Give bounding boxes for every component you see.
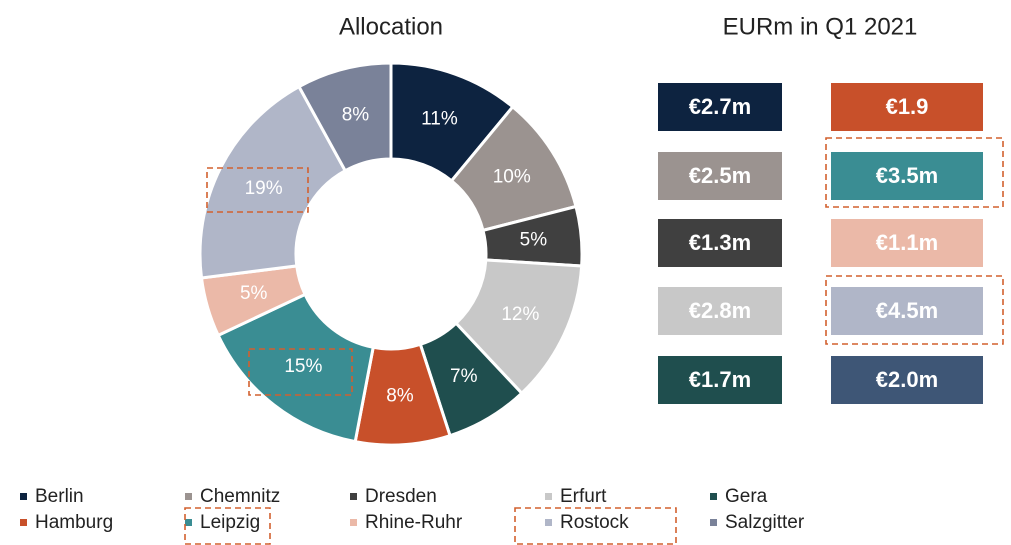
- amount-box: [658, 287, 782, 335]
- amount-label: €1.7m: [689, 367, 751, 392]
- slice-label: 12%: [501, 304, 539, 325]
- legend-label: Hamburg: [35, 512, 113, 533]
- legend-label: Chemnitz: [200, 486, 280, 507]
- legend-swatch: [20, 519, 27, 526]
- legend-swatch: [710, 519, 717, 526]
- slice-label: 7%: [450, 366, 478, 387]
- legend-swatch: [185, 493, 192, 500]
- legend-label: Leipzig: [200, 512, 260, 533]
- amount-label: €4.5m: [876, 298, 938, 323]
- legend-swatch: [350, 519, 357, 526]
- legend-swatch: [185, 519, 192, 526]
- highlight: [184, 507, 271, 545]
- amount-label: €2.7m: [689, 94, 751, 119]
- highlight: [825, 137, 1004, 208]
- amount-label: €2.8m: [689, 298, 751, 323]
- amount-label: €1.3m: [689, 230, 751, 255]
- legend-swatch: [545, 519, 552, 526]
- legend-label: Rostock: [560, 512, 629, 533]
- highlight: [514, 507, 677, 545]
- amount-box: [831, 152, 983, 200]
- amount-label: €2.5m: [689, 163, 751, 188]
- slice-label: 10%: [493, 166, 531, 187]
- highlights: [184, 137, 1004, 545]
- legend-label: Berlin: [35, 486, 84, 507]
- amount-label: €2.0m: [876, 367, 938, 392]
- amount-label: €3.5m: [876, 163, 938, 188]
- legend-swatch: [545, 493, 552, 500]
- amount-box: [658, 83, 782, 131]
- slice: [198, 84, 348, 280]
- slice-label: 5%: [520, 230, 548, 251]
- legend-swatch: [20, 493, 27, 500]
- amount-box: [658, 152, 782, 200]
- highlight: [248, 348, 353, 396]
- slice-label: 8%: [386, 386, 414, 407]
- chart-title: Allocation: [339, 13, 443, 40]
- amount-label: €1.1m: [876, 230, 938, 255]
- legend-swatch: [710, 493, 717, 500]
- legend-label: Salzgitter: [725, 512, 805, 533]
- amount-box: [658, 356, 782, 404]
- amount-box: [831, 287, 983, 335]
- amount-box: [658, 219, 782, 267]
- slice-label: 8%: [342, 105, 370, 126]
- amount-box: [831, 356, 983, 404]
- table-title: EURm in Q1 2021: [723, 13, 918, 40]
- legend-swatch: [350, 493, 357, 500]
- slice-label: 19%: [245, 178, 283, 199]
- legend-label: Dresden: [365, 486, 437, 507]
- highlight: [825, 275, 1004, 345]
- legend-label: Gera: [725, 486, 768, 507]
- marks: 11% 10% 5% 12% 7% 8% 15% 5% 19% 8% Berlin Chemnitz D…: [20, 61, 983, 533]
- amount-box: [831, 219, 983, 267]
- slice-label: 5%: [240, 283, 268, 304]
- amount-box: [831, 83, 983, 131]
- slice-label: 15%: [284, 356, 322, 377]
- legend-label: Rhine-Ruhr: [365, 512, 463, 533]
- slice: [296, 61, 393, 173]
- legend-label: Erfurt: [560, 486, 607, 507]
- highlight: [206, 167, 309, 213]
- slice-label: 11%: [421, 108, 458, 129]
- amount-label: €1.9: [886, 94, 929, 119]
